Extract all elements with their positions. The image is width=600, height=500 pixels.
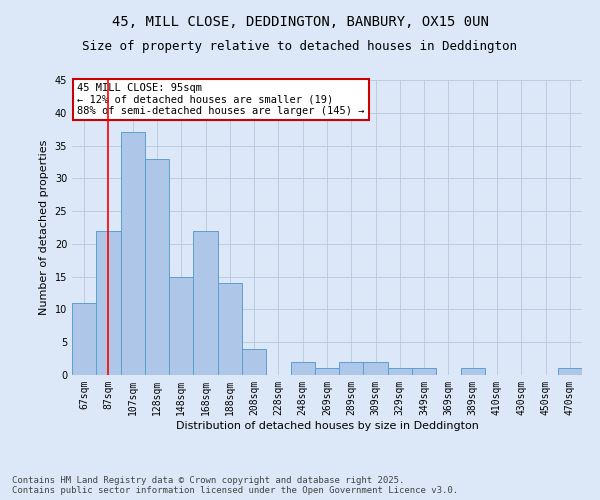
Bar	[121, 132, 145, 375]
Bar	[412, 368, 436, 375]
Bar	[218, 283, 242, 375]
Text: 45 MILL CLOSE: 95sqm
← 12% of detached houses are smaller (19)
88% of semi-detac: 45 MILL CLOSE: 95sqm ← 12% of detached h…	[77, 83, 365, 116]
Bar	[558, 368, 582, 375]
Bar	[315, 368, 339, 375]
Bar	[96, 231, 121, 375]
Bar	[364, 362, 388, 375]
Text: Size of property relative to detached houses in Deddington: Size of property relative to detached ho…	[83, 40, 517, 53]
Bar	[145, 158, 169, 375]
Text: 45, MILL CLOSE, DEDDINGTON, BANBURY, OX15 0UN: 45, MILL CLOSE, DEDDINGTON, BANBURY, OX1…	[112, 15, 488, 29]
Y-axis label: Number of detached properties: Number of detached properties	[39, 140, 49, 315]
Bar	[290, 362, 315, 375]
Bar	[461, 368, 485, 375]
Bar	[339, 362, 364, 375]
Bar	[169, 276, 193, 375]
Bar	[388, 368, 412, 375]
X-axis label: Distribution of detached houses by size in Deddington: Distribution of detached houses by size …	[176, 420, 478, 430]
Bar	[72, 303, 96, 375]
Text: Contains HM Land Registry data © Crown copyright and database right 2025.
Contai: Contains HM Land Registry data © Crown c…	[12, 476, 458, 495]
Bar	[242, 349, 266, 375]
Bar	[193, 231, 218, 375]
